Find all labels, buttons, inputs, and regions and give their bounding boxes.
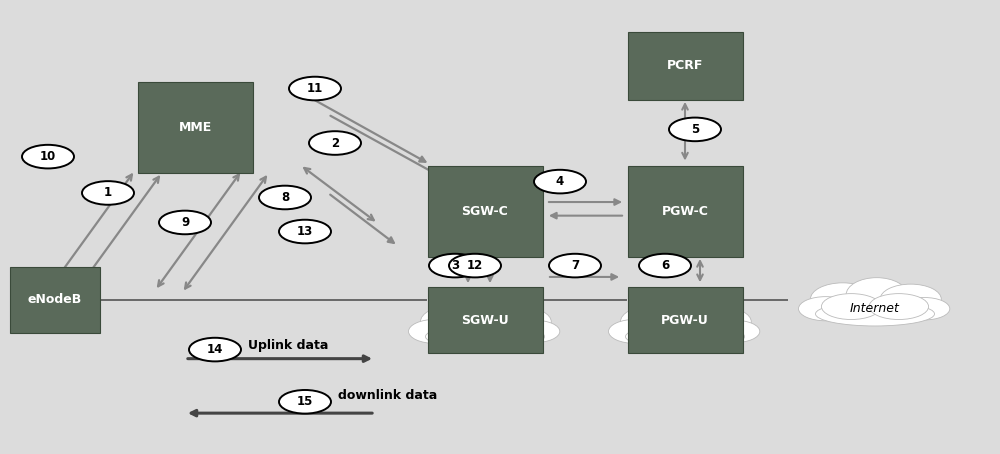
Ellipse shape <box>409 319 463 344</box>
Ellipse shape <box>509 320 560 343</box>
Text: 1: 1 <box>104 187 112 199</box>
Ellipse shape <box>490 307 551 337</box>
Text: 12: 12 <box>467 259 483 272</box>
Circle shape <box>159 211 211 234</box>
Ellipse shape <box>816 302 934 326</box>
Circle shape <box>449 254 501 277</box>
Text: eNodeB: eNodeB <box>28 293 82 306</box>
FancyBboxPatch shape <box>10 267 100 332</box>
Ellipse shape <box>631 316 691 342</box>
Circle shape <box>289 77 341 100</box>
Ellipse shape <box>456 301 517 335</box>
Text: downlink data: downlink data <box>338 390 437 402</box>
Ellipse shape <box>810 283 875 316</box>
Text: 8: 8 <box>281 191 289 204</box>
Ellipse shape <box>608 319 663 344</box>
FancyBboxPatch shape <box>628 32 742 100</box>
Circle shape <box>549 254 601 277</box>
FancyBboxPatch shape <box>138 82 252 173</box>
Text: 11: 11 <box>307 82 323 95</box>
Text: 7: 7 <box>571 259 579 272</box>
FancyBboxPatch shape <box>628 287 742 353</box>
Ellipse shape <box>880 284 941 314</box>
Ellipse shape <box>656 301 717 335</box>
Ellipse shape <box>690 307 751 337</box>
Text: Internet: Internet <box>850 302 900 315</box>
Text: 10: 10 <box>40 150 56 163</box>
Text: 9: 9 <box>181 216 189 229</box>
Text: 15: 15 <box>297 395 313 408</box>
Circle shape <box>309 131 361 155</box>
Text: 4: 4 <box>556 175 564 188</box>
Text: PCRF: PCRF <box>667 59 703 72</box>
Ellipse shape <box>479 316 539 342</box>
Text: 2: 2 <box>331 137 339 149</box>
FancyBboxPatch shape <box>428 287 542 353</box>
Circle shape <box>82 181 134 205</box>
Ellipse shape <box>899 297 950 320</box>
Circle shape <box>22 145 74 168</box>
Ellipse shape <box>431 316 491 342</box>
Ellipse shape <box>798 296 853 321</box>
Text: 5: 5 <box>691 123 699 136</box>
Text: 14: 14 <box>207 343 223 356</box>
Circle shape <box>669 118 721 141</box>
Text: Uplink data: Uplink data <box>248 340 328 352</box>
Circle shape <box>189 338 241 361</box>
Ellipse shape <box>821 294 881 320</box>
Ellipse shape <box>846 278 907 312</box>
FancyBboxPatch shape <box>428 166 542 257</box>
Ellipse shape <box>420 306 485 338</box>
Text: MME: MME <box>178 121 212 133</box>
Text: PGW-C: PGW-C <box>662 205 708 217</box>
Ellipse shape <box>709 320 760 343</box>
Circle shape <box>279 220 331 243</box>
Text: SGW-C: SGW-C <box>462 205 508 217</box>
Ellipse shape <box>626 325 744 349</box>
Text: PGW-U: PGW-U <box>661 314 709 326</box>
Circle shape <box>639 254 691 277</box>
Circle shape <box>534 170 586 193</box>
Text: 3: 3 <box>451 259 459 272</box>
Text: 6: 6 <box>661 259 669 272</box>
Text: SGW-U: SGW-U <box>461 314 509 326</box>
Text: 13: 13 <box>297 225 313 238</box>
Circle shape <box>429 254 481 277</box>
Circle shape <box>279 390 331 414</box>
Ellipse shape <box>620 306 685 338</box>
FancyBboxPatch shape <box>628 166 742 257</box>
Ellipse shape <box>426 325 544 349</box>
Ellipse shape <box>869 294 929 320</box>
Ellipse shape <box>679 316 739 342</box>
Circle shape <box>259 186 311 209</box>
